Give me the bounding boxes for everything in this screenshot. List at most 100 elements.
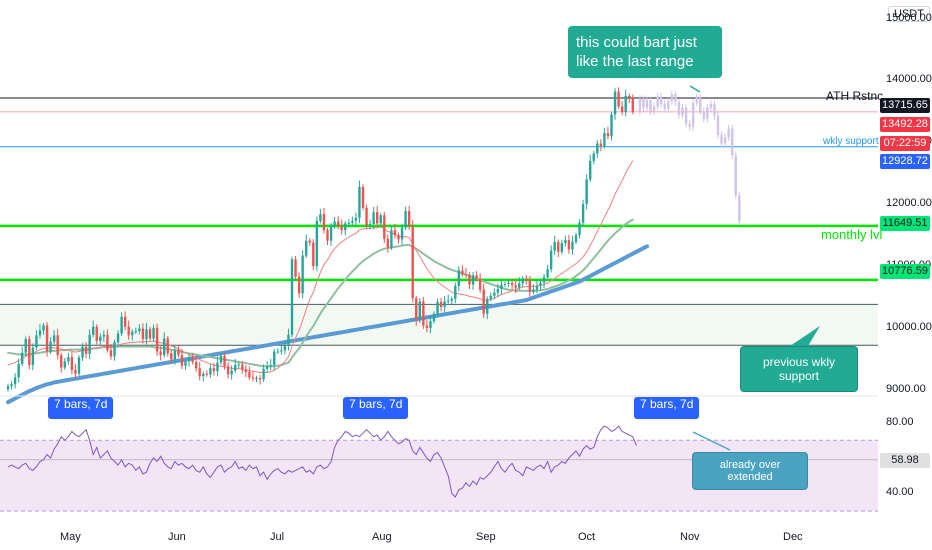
candle-body (613, 91, 617, 115)
candle-body (578, 222, 581, 236)
candle-body (280, 350, 283, 352)
candle-body (624, 95, 627, 112)
projection-body (720, 134, 723, 144)
candle-body (138, 328, 141, 332)
rsi-callout-pointer (692, 431, 731, 451)
candle-body (478, 278, 482, 290)
projection-body (713, 103, 716, 116)
candle-body (564, 240, 567, 244)
rsi-value-tag: 58.98 (880, 452, 930, 468)
projection-body (663, 103, 666, 109)
candle-body (21, 352, 24, 364)
candle-body (482, 289, 485, 314)
candle-body (628, 95, 631, 98)
candle-body (67, 357, 70, 362)
candle-body (397, 235, 400, 240)
candle-body (10, 384, 13, 387)
candle-body (333, 221, 336, 227)
y-tick-label: 12000.00 (886, 197, 932, 210)
candle-body (131, 331, 134, 336)
projection-body (699, 97, 702, 112)
candle-body (77, 357, 81, 374)
candle-body (319, 214, 322, 221)
candle-body (418, 301, 421, 321)
rsi-tick-label: 80.00 (886, 415, 914, 428)
candle-body (361, 186, 365, 208)
projection-body (660, 96, 663, 104)
candle-body (372, 212, 375, 224)
support-zone (0, 304, 878, 346)
candle-body (315, 220, 319, 267)
candle-body (631, 97, 634, 112)
candle-body (493, 292, 496, 296)
x-tick-label: Oct (578, 531, 596, 543)
candle-body (390, 230, 393, 248)
bars-range-badge: 7 bars, 7d (48, 397, 114, 419)
candle-body (6, 386, 10, 390)
candle-body (269, 365, 272, 367)
candle-body (560, 243, 563, 252)
candle-body (52, 335, 56, 342)
candle-body (535, 285, 539, 290)
candle-body (237, 364, 240, 366)
projection-body (706, 107, 709, 119)
candle-body (581, 204, 585, 223)
candle-body (287, 334, 290, 346)
candle-body (170, 353, 173, 360)
price-tag: 07:22:59 (880, 136, 930, 151)
candle-body (592, 153, 595, 161)
projection-body (677, 102, 681, 116)
price-tag: 10776.59 (880, 264, 930, 279)
candle-body (106, 334, 109, 351)
candle-body (198, 368, 201, 377)
candle-body (31, 347, 35, 366)
candle-body (123, 316, 127, 327)
y-tick-label: 14000.00 (886, 73, 932, 86)
y-tick-label: 9000.00 (886, 382, 926, 395)
candle-body (163, 338, 166, 356)
x-tick-label: Jun (168, 531, 186, 543)
candle-body (180, 355, 184, 366)
candle-body (305, 240, 308, 256)
candle-body (120, 316, 123, 334)
candle-body (532, 289, 535, 293)
candle-body (308, 240, 311, 243)
candle-body (45, 325, 49, 352)
candle-body (13, 377, 17, 385)
candle-body (230, 370, 233, 375)
candle-body (542, 277, 546, 283)
candle-body (617, 91, 620, 107)
candle-body (81, 346, 84, 358)
candle-body (194, 361, 198, 369)
candle-body (525, 278, 528, 281)
candle-body (60, 355, 63, 368)
candle-body (177, 350, 180, 356)
candle-body (599, 143, 603, 147)
ema-long-line (6, 244, 649, 405)
candle-body (603, 133, 606, 147)
candle-body (500, 284, 503, 289)
candle-body (443, 301, 446, 307)
candle-body (539, 282, 542, 286)
candle-body (17, 363, 20, 378)
candle-body (447, 300, 450, 302)
candle-body (475, 275, 478, 279)
candle-body (255, 378, 258, 380)
candle-body (141, 328, 145, 340)
projection-body (695, 97, 698, 103)
candle-body (347, 222, 350, 224)
projection-body (656, 96, 659, 107)
candle-body (507, 282, 510, 285)
candle-body (63, 361, 66, 368)
candle-body (376, 212, 379, 224)
candle-body (42, 325, 45, 331)
candle-body (216, 362, 219, 372)
candle-body (549, 250, 553, 270)
candle-body (411, 226, 414, 299)
candle-body (471, 275, 475, 285)
candle-body (503, 284, 507, 286)
projection-body (727, 128, 730, 138)
candle-body (265, 366, 269, 369)
candle-body (148, 329, 152, 339)
candle-body (251, 377, 255, 379)
